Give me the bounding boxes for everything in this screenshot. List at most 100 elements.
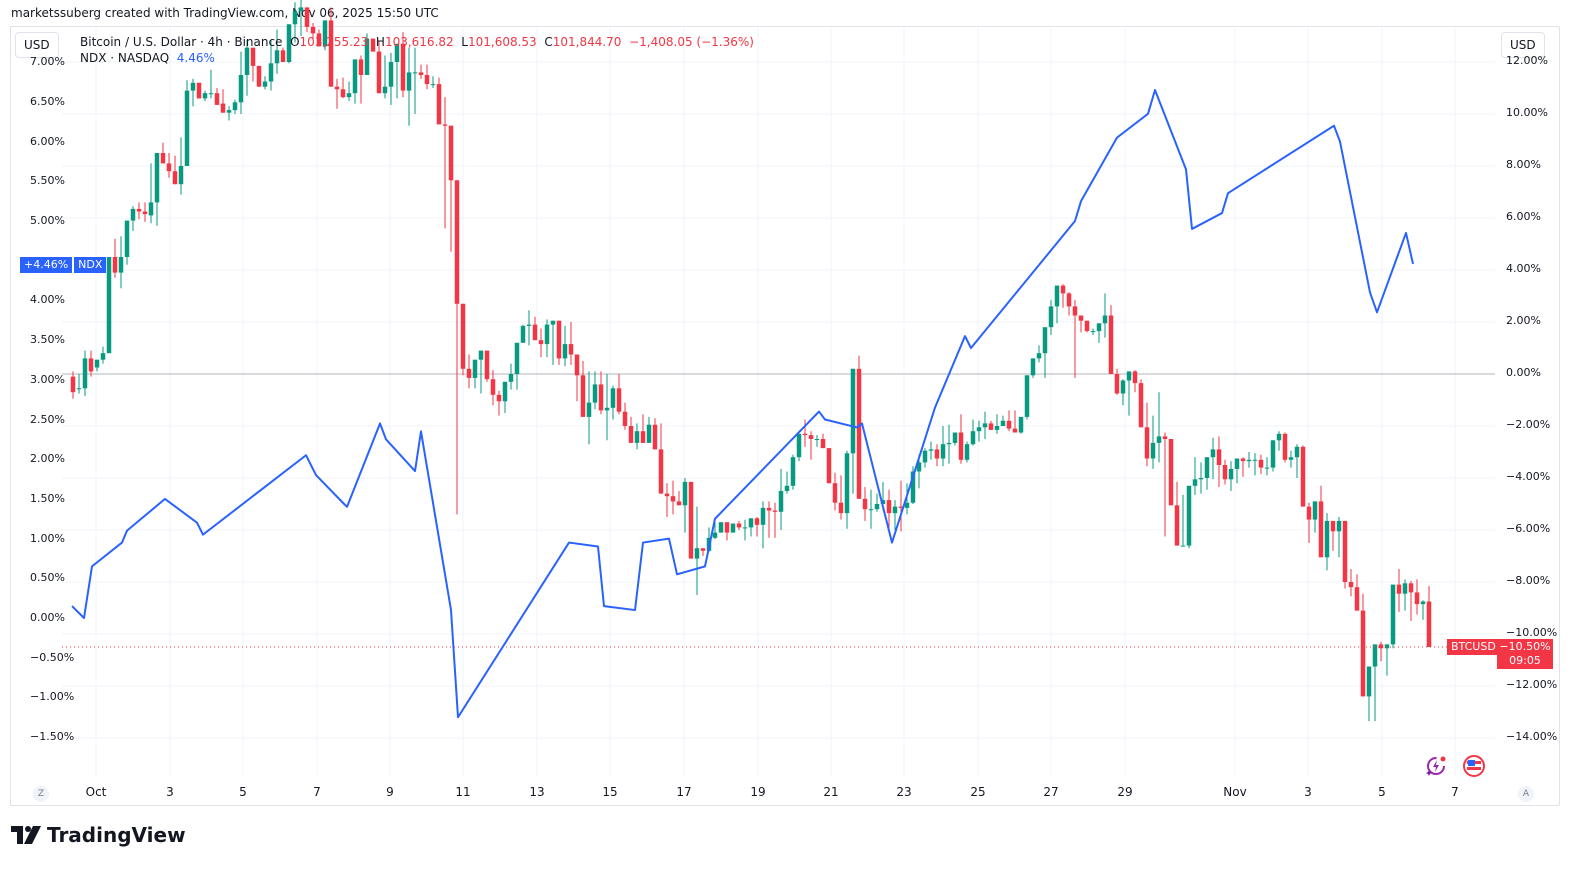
candle <box>238 51 244 114</box>
candle <box>1036 345 1042 363</box>
left-currency-button[interactable]: USD <box>15 32 59 58</box>
candle <box>892 500 898 530</box>
candle <box>1264 457 1270 476</box>
candle <box>262 76 268 90</box>
candle <box>130 206 136 231</box>
time-axis-label: 5 <box>239 785 247 799</box>
candle <box>220 89 226 113</box>
candle <box>88 350 94 377</box>
right-currency-button[interactable]: USD <box>1501 32 1545 58</box>
left-axis-label: 2.50% <box>30 412 65 426</box>
ndx-line <box>71 88 1414 719</box>
left-axis-label: 4.00% <box>30 293 65 307</box>
candle <box>1342 520 1348 589</box>
candle <box>322 20 328 51</box>
candle <box>688 481 694 559</box>
candle <box>1210 437 1216 480</box>
candle <box>502 381 508 413</box>
candle <box>760 501 766 549</box>
candle <box>214 88 220 105</box>
candle <box>1276 431 1282 451</box>
candle <box>1090 328 1096 335</box>
candle <box>1120 379 1126 406</box>
candle <box>1366 666 1372 722</box>
candle <box>454 180 460 515</box>
candle <box>1180 494 1186 547</box>
right-axis-label: 12.00% <box>1506 54 1548 67</box>
candle <box>340 77 346 99</box>
candle <box>118 236 124 289</box>
time-axis-label: 11 <box>455 785 471 799</box>
zoom-reset-button[interactable]: Z <box>33 786 49 802</box>
right-axis-label: −14.00% <box>1506 730 1558 743</box>
candle <box>370 38 376 52</box>
candle <box>538 328 544 358</box>
candle <box>1006 410 1012 432</box>
right-axis-label: −12.00% <box>1506 678 1558 691</box>
candle <box>700 548 706 556</box>
right-axis-label: 6.00% <box>1506 210 1541 223</box>
candle <box>694 506 700 595</box>
candle <box>1216 436 1222 488</box>
candle <box>478 350 484 394</box>
right-axis-label: 0.00% <box>1506 366 1541 379</box>
right-axis-label: 2.00% <box>1506 314 1541 327</box>
candle <box>358 55 364 104</box>
right-axis-label: 10.00% <box>1506 106 1548 119</box>
candle <box>754 517 760 537</box>
candle <box>1132 370 1138 393</box>
candle <box>136 202 142 220</box>
candle <box>292 2 298 43</box>
candle <box>1282 432 1288 463</box>
main-series-legend[interactable]: Bitcoin / U.S. Dollar · 4h · Binance O10… <box>80 35 754 49</box>
right-axis-label: 4.00% <box>1506 262 1541 275</box>
right-axis-label: −4.00% <box>1506 470 1551 483</box>
time-axis-label: 13 <box>529 785 545 799</box>
candle <box>820 433 826 449</box>
candle <box>526 310 532 346</box>
candle <box>1246 452 1252 468</box>
time-axis-label: Nov <box>1223 785 1247 799</box>
candle <box>934 444 940 467</box>
candle <box>1144 402 1150 467</box>
candle <box>964 441 970 463</box>
candle <box>658 423 664 494</box>
time-axis-label: 17 <box>676 785 692 799</box>
time-axis-label: 9 <box>386 785 394 799</box>
auto-scale-button[interactable]: A <box>1518 786 1534 802</box>
lightning-icon[interactable] <box>1424 754 1448 778</box>
candle <box>208 69 214 99</box>
candle <box>772 502 778 538</box>
candle <box>1228 461 1234 491</box>
candle <box>298 0 304 36</box>
left-axis-label: −1.00% <box>30 690 75 704</box>
candle <box>1018 416 1024 434</box>
candle <box>802 419 808 447</box>
candle <box>466 354 472 389</box>
candle <box>1252 453 1258 476</box>
us-flag-icon[interactable] <box>1462 754 1486 778</box>
candle <box>226 106 232 121</box>
candle <box>592 371 598 410</box>
candle <box>1168 439 1174 506</box>
candle <box>1318 485 1324 558</box>
candle <box>958 414 964 464</box>
time-axis-label: 19 <box>750 785 766 799</box>
time-axis-label: Oct <box>85 785 107 799</box>
candle <box>382 55 388 99</box>
candle <box>1084 320 1090 333</box>
compare-series-legend[interactable]: NDX · NASDAQ 4.46% <box>80 50 754 66</box>
candle <box>664 483 670 517</box>
candle <box>1192 457 1198 495</box>
candle <box>634 423 640 450</box>
candle <box>154 153 160 226</box>
candle <box>1078 315 1084 333</box>
candle <box>256 65 262 87</box>
candle <box>274 29 280 74</box>
candle <box>1024 375 1030 420</box>
left-axis-label: 3.50% <box>30 333 65 347</box>
time-axis-label: 7 <box>313 785 321 799</box>
candle <box>850 368 856 494</box>
candle <box>244 39 250 96</box>
